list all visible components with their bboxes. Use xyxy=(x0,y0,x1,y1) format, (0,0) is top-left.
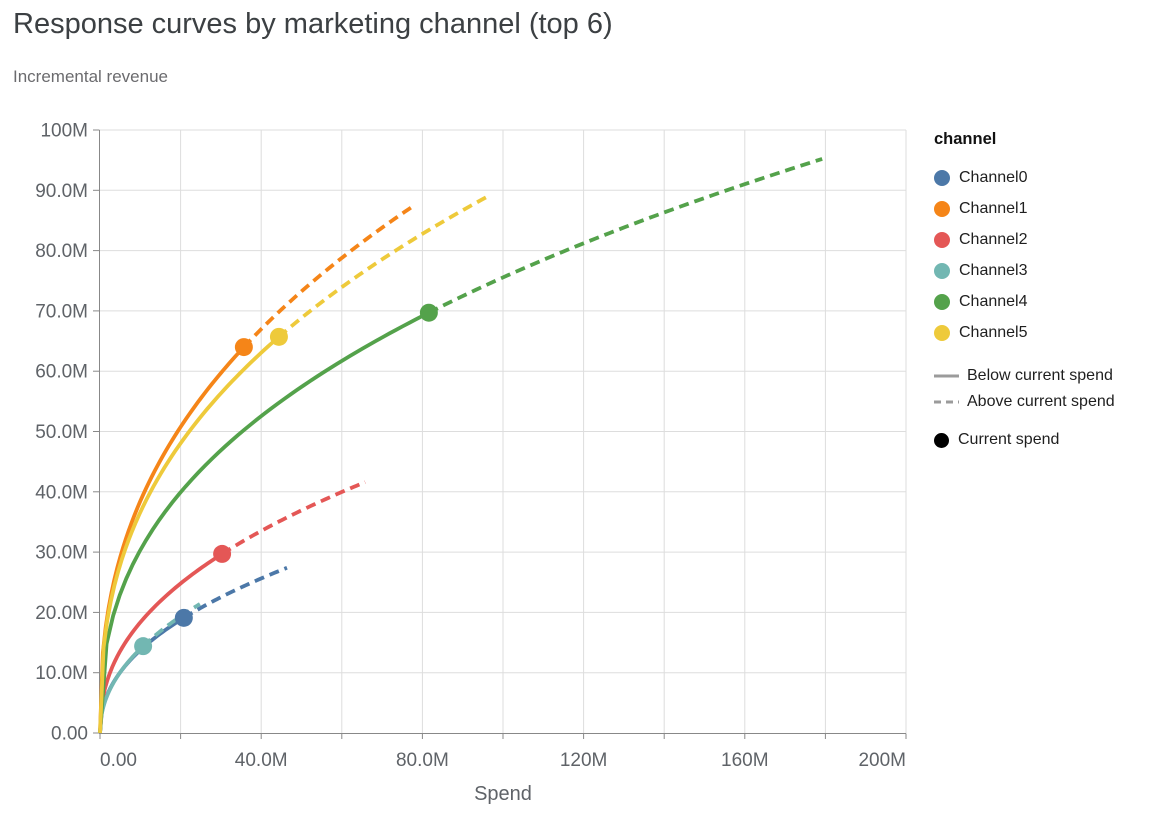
curve-above-current-Channel2 xyxy=(221,480,366,556)
legend-item-label: Channel5 xyxy=(959,323,1028,341)
legend-item-label: Channel1 xyxy=(959,199,1028,217)
current-spend-dot-Channel1 xyxy=(234,338,253,357)
current-spend-dot-Channel5 xyxy=(269,327,288,346)
y-tick-label: 50.0M xyxy=(35,422,88,443)
y-tick-label: 100M xyxy=(40,121,88,142)
legend-item-Channel0: Channel0 xyxy=(934,162,1159,193)
legend-color-dot-icon xyxy=(934,169,950,186)
legend-item-label: Below current spend xyxy=(967,367,1113,384)
y-tick-label: 90.0M xyxy=(35,181,88,202)
legend-item-label: Channel3 xyxy=(959,261,1028,279)
current-spend-dot-Channel2 xyxy=(213,544,232,563)
curve-above-current-Channel4 xyxy=(427,157,823,315)
legend-color-dot-icon xyxy=(934,200,950,217)
axes: 0.00 40.0M 80.0M 120M 160M 200M 0.00 10.0M 20.0M… xyxy=(35,121,907,771)
y-tick-label: 0.00 xyxy=(51,724,88,745)
curve-below-current-Channel4 xyxy=(98,311,430,734)
current-spend-dots xyxy=(134,303,438,656)
legend: channel Channel0 Channel1 Channel2 Channel3… xyxy=(934,130,1159,453)
curve-below-current-Channel5 xyxy=(98,335,281,734)
x-axis-title: Spend xyxy=(474,783,532,805)
x-tick-label: 80.0M xyxy=(396,750,449,771)
legend-item-Channel5: Channel5 xyxy=(934,317,1159,348)
current-spend-dot-Channel4 xyxy=(419,303,438,322)
legend-item-dashed-line: Above current spend xyxy=(934,389,1159,415)
legend-current-spend-entry: Current spend xyxy=(934,427,1159,453)
chart-title: Response curves by marketing channel (to… xyxy=(13,8,613,40)
legend-item-label: Channel2 xyxy=(959,230,1028,248)
curve-above-current-Channel0 xyxy=(182,566,288,620)
legend-item-label: Channel4 xyxy=(959,292,1028,310)
response-curves xyxy=(98,157,823,734)
current-spend-dot-icon xyxy=(934,432,949,448)
legend-color-dot-icon xyxy=(934,231,950,248)
legend-line-style-entries: Below current spend Above current spend xyxy=(934,363,1159,415)
y-tick-label: 80.0M xyxy=(35,241,88,262)
curve-below-current-Channel3 xyxy=(98,644,145,734)
legend-color-dot-icon xyxy=(934,293,950,310)
dashed-line-icon xyxy=(934,400,959,404)
y-tick-label: 40.0M xyxy=(35,482,88,503)
y-tick-label: 10.0M xyxy=(35,663,88,684)
current-spend-dot-Channel3 xyxy=(134,637,153,656)
legend-item-Channel1: Channel1 xyxy=(934,193,1159,224)
x-tick-label: 40.0M xyxy=(235,750,288,771)
curve-below-current-Channel1 xyxy=(98,345,246,734)
curve-above-current-Channel3 xyxy=(141,602,201,648)
curve-above-current-Channel5 xyxy=(277,193,492,339)
legend-item-solid-line: Below current spend xyxy=(934,363,1159,389)
y-tick-label: 30.0M xyxy=(35,543,88,564)
legend-item-Channel2: Channel2 xyxy=(934,224,1159,255)
x-tick-label: 0.00 xyxy=(100,750,137,771)
y-tick-label: 70.0M xyxy=(35,301,88,322)
y-tick-label: 60.0M xyxy=(35,362,88,383)
chart-subtitle: Incremental revenue xyxy=(13,67,168,86)
legend-item-label: Channel0 xyxy=(959,168,1028,186)
curve-below-current-Channel0 xyxy=(98,616,185,734)
legend-item-label: Current spend xyxy=(958,431,1060,448)
solid-line-icon xyxy=(934,374,959,378)
legend-item-current-spend: Current spend xyxy=(934,427,1159,453)
legend-item-Channel3: Channel3 xyxy=(934,255,1159,286)
gridlines xyxy=(100,129,907,733)
x-tick-label: 200M xyxy=(858,750,906,771)
x-tick-label: 160M xyxy=(721,750,769,771)
y-tick-label: 20.0M xyxy=(35,603,88,624)
legend-title: channel xyxy=(934,130,997,148)
legend-item-label: Above current spend xyxy=(967,393,1115,410)
legend-item-Channel4: Channel4 xyxy=(934,286,1159,317)
legend-color-dot-icon xyxy=(934,324,950,341)
legend-color-dot-icon xyxy=(934,262,950,279)
legend-channel-entries: Channel0 Channel1 Channel2 Channel3 Channel4… xyxy=(934,162,1159,348)
curve-below-current-Channel2 xyxy=(98,552,224,734)
curve-above-current-Channel1 xyxy=(242,203,417,349)
x-tick-label: 120M xyxy=(560,750,608,771)
current-spend-dot-Channel0 xyxy=(174,608,193,627)
